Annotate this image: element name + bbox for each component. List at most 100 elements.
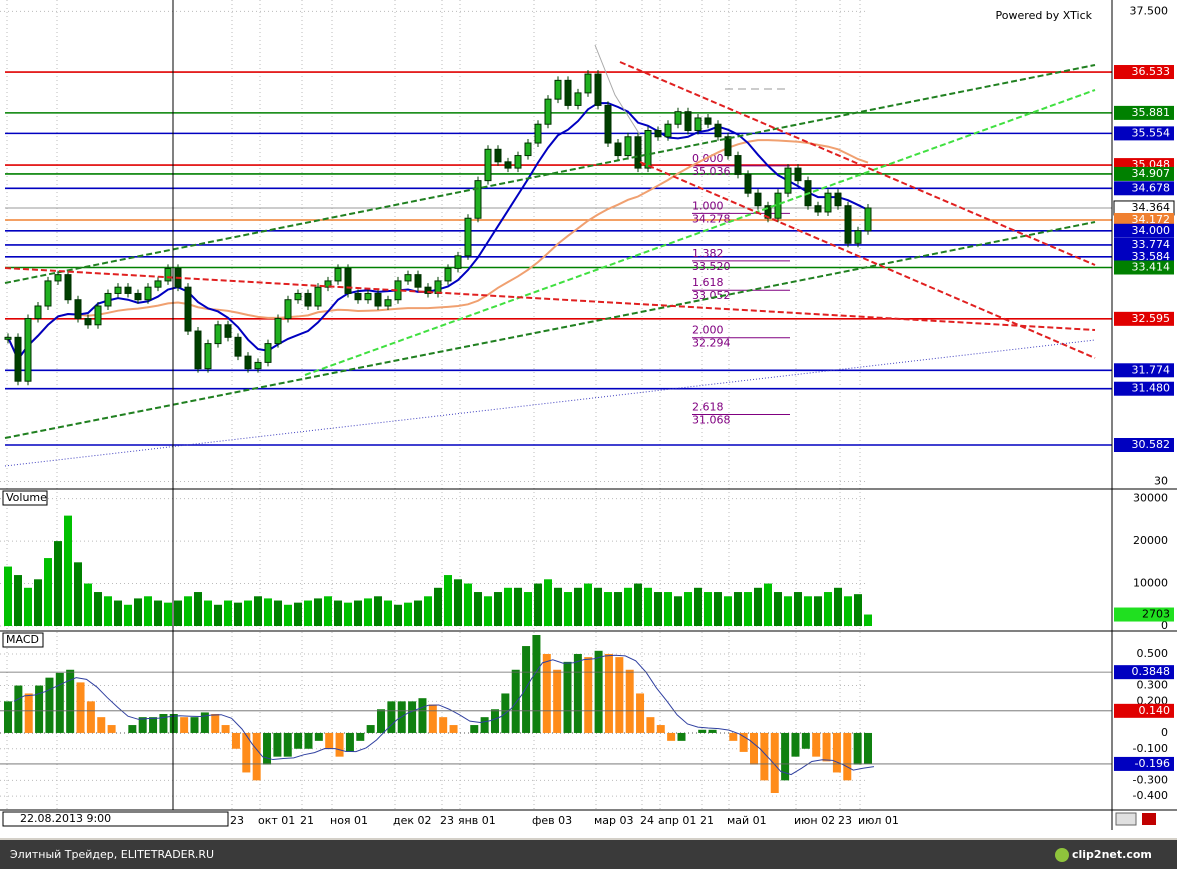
volume-bar bbox=[454, 579, 462, 626]
volume-bar bbox=[544, 579, 552, 626]
candle bbox=[284, 299, 292, 320]
volume-bar bbox=[334, 600, 342, 626]
volume-bar bbox=[794, 592, 802, 626]
y-tick-label: -0.400 bbox=[1133, 789, 1168, 802]
candle bbox=[554, 79, 562, 100]
candle bbox=[614, 142, 622, 157]
macd-bar bbox=[428, 704, 437, 733]
volume-bar bbox=[344, 602, 352, 626]
macd-bar bbox=[604, 653, 613, 733]
volume-bar bbox=[824, 592, 832, 626]
volume-bar bbox=[564, 592, 572, 626]
date-label: 23 bbox=[440, 814, 454, 827]
volume-bar bbox=[84, 583, 92, 626]
macd-bar bbox=[66, 669, 75, 733]
candle bbox=[54, 274, 62, 282]
volume-bar bbox=[314, 598, 322, 626]
candle bbox=[714, 123, 722, 138]
y-tick-label: 0 bbox=[1161, 619, 1168, 632]
macd-bar bbox=[169, 713, 178, 733]
macd-bar bbox=[408, 701, 417, 733]
price-box bbox=[1114, 363, 1174, 378]
candle bbox=[604, 104, 612, 144]
candle bbox=[634, 136, 642, 169]
volume-bar bbox=[844, 596, 852, 626]
price-box bbox=[1114, 181, 1174, 196]
exit-button[interactable] bbox=[1142, 813, 1156, 825]
macd-bar bbox=[252, 732, 261, 781]
macd-bar bbox=[35, 685, 44, 733]
macd-bar bbox=[822, 732, 831, 762]
date-label: июн 02 bbox=[794, 814, 835, 827]
volume-bar bbox=[374, 596, 382, 626]
volume-bar bbox=[274, 600, 282, 626]
candle bbox=[484, 148, 492, 182]
price-box bbox=[1114, 65, 1174, 80]
volume-bar bbox=[194, 592, 202, 626]
candle bbox=[584, 73, 592, 94]
candle bbox=[264, 343, 272, 363]
macd-bar bbox=[584, 657, 593, 733]
volume-bar bbox=[854, 594, 862, 626]
date-label: янв 01 bbox=[458, 814, 496, 827]
date-label: апр 01 bbox=[658, 814, 696, 827]
volume-bar bbox=[634, 583, 642, 626]
fib-value: 31.068 bbox=[692, 414, 731, 427]
y-tick-label: -0.100 bbox=[1133, 742, 1168, 755]
candle bbox=[794, 167, 802, 182]
zoom-button[interactable] bbox=[1115, 812, 1137, 826]
macd-bar bbox=[615, 657, 624, 733]
price-box bbox=[1114, 212, 1174, 227]
macd-bar bbox=[646, 717, 655, 733]
macd-bar bbox=[667, 732, 676, 741]
candle bbox=[454, 255, 462, 269]
macd-bar bbox=[698, 729, 707, 733]
y-tick-label: 20000 bbox=[1133, 534, 1168, 547]
trendline bbox=[4, 64, 1096, 284]
volume-bar bbox=[714, 592, 722, 626]
macd-bar bbox=[594, 650, 603, 733]
volume-bar bbox=[364, 598, 372, 626]
candle bbox=[624, 136, 632, 157]
candle bbox=[514, 155, 522, 169]
date-label: июл 01 bbox=[858, 814, 899, 827]
macd-bar bbox=[190, 717, 199, 733]
price-box bbox=[1114, 249, 1174, 264]
candle bbox=[474, 180, 482, 219]
macd-bar bbox=[864, 732, 872, 764]
macd-bar bbox=[97, 717, 106, 733]
macd-bar bbox=[708, 729, 717, 733]
volume-bar bbox=[524, 592, 532, 626]
date-label: май 01 bbox=[727, 814, 767, 827]
macd-bar bbox=[573, 653, 582, 733]
volume-bar bbox=[604, 592, 612, 626]
candle bbox=[314, 286, 322, 307]
volume-bar bbox=[614, 592, 622, 626]
fib-value: 32.294 bbox=[692, 337, 731, 350]
candle bbox=[764, 205, 772, 219]
macd-bar bbox=[853, 732, 862, 765]
candle bbox=[594, 73, 602, 106]
volume-bar bbox=[864, 614, 872, 626]
fib-value: 33.520 bbox=[692, 260, 731, 273]
macd-bar bbox=[553, 669, 562, 733]
macd-bar bbox=[325, 732, 334, 749]
price-label: 33.414 bbox=[1132, 261, 1171, 274]
fib-ratio: 1.000 bbox=[692, 199, 724, 212]
volume-bar bbox=[4, 566, 12, 626]
candle bbox=[704, 117, 712, 125]
candle bbox=[574, 92, 582, 106]
trendline bbox=[4, 267, 1096, 331]
price-box bbox=[1114, 105, 1174, 120]
candle bbox=[694, 117, 702, 131]
trendline bbox=[304, 89, 1096, 376]
volume-bar bbox=[324, 596, 332, 626]
candle bbox=[274, 318, 282, 345]
macd-bar bbox=[14, 685, 23, 733]
macd-bar bbox=[449, 725, 458, 733]
volume-bar bbox=[594, 587, 602, 626]
volume-bar bbox=[624, 587, 632, 626]
macd-bar bbox=[149, 717, 158, 733]
candle bbox=[204, 343, 212, 370]
